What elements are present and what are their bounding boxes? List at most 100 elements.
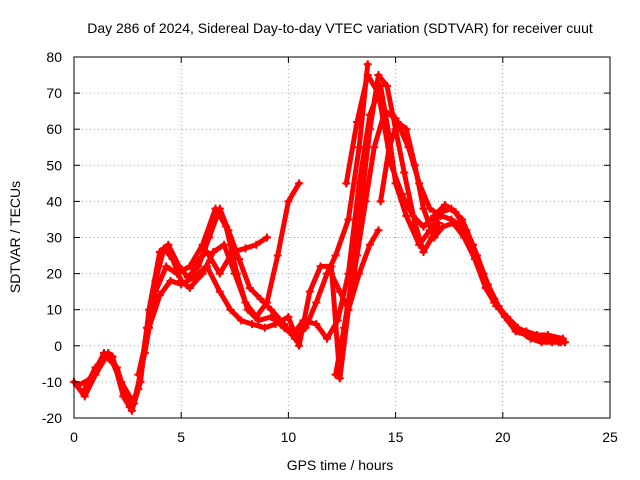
y-axis-label: SDTVAR / TECUs	[7, 181, 23, 293]
x-tick-label: 5	[177, 429, 185, 445]
data-point	[374, 226, 383, 235]
data-point	[237, 316, 246, 325]
x-tick-label: 20	[495, 429, 511, 445]
data-point	[145, 323, 154, 332]
series-group	[70, 60, 569, 415]
x-tick-label: 15	[388, 429, 404, 445]
data-point	[254, 316, 263, 325]
data-point	[451, 208, 460, 217]
data-point	[247, 320, 256, 329]
data-point	[91, 363, 100, 372]
data-point	[80, 385, 89, 394]
data-point	[363, 60, 372, 69]
data-point	[175, 262, 184, 271]
data-point	[331, 251, 340, 260]
data-point	[342, 179, 351, 188]
y-tick-label: 10	[46, 302, 62, 318]
chart-title: Day 286 of 2024, Sidereal Day-to-day VTE…	[87, 20, 593, 36]
data-point	[374, 71, 383, 80]
x-axis: 0 5 10 15 20 25	[70, 57, 618, 445]
data-point	[222, 222, 231, 231]
data-point	[117, 377, 126, 386]
data-point	[383, 81, 392, 90]
y-tick-label: 50	[46, 157, 62, 173]
data-point	[130, 399, 139, 408]
data-point	[273, 251, 282, 260]
data-point	[363, 71, 372, 80]
y-tick-label: -10	[42, 374, 62, 390]
data-point	[220, 240, 229, 249]
series-track-3	[82, 83, 564, 407]
data-point	[355, 143, 364, 152]
data-point	[357, 197, 366, 206]
data-point	[284, 312, 293, 321]
series-track-6	[328, 227, 381, 313]
data-point	[312, 320, 321, 329]
data-point	[202, 247, 211, 256]
y-tick-label: 0	[54, 338, 62, 354]
data-point	[190, 273, 199, 282]
data-point	[172, 269, 181, 278]
data-point	[462, 226, 471, 235]
data-point	[280, 323, 289, 332]
data-point	[74, 381, 83, 390]
data-point	[127, 406, 136, 415]
y-tick-label: -20	[42, 410, 62, 426]
data-point	[241, 244, 250, 253]
data-point	[524, 330, 533, 339]
y-tick-label: 80	[46, 49, 62, 65]
series-track-1	[71, 180, 302, 410]
data-point	[211, 204, 220, 213]
data-point	[353, 117, 362, 126]
data-point	[535, 334, 544, 343]
data-point	[198, 240, 207, 249]
data-point	[428, 233, 437, 242]
data-point	[316, 262, 325, 271]
data-point	[271, 320, 280, 329]
data-point	[391, 125, 400, 134]
data-point	[267, 305, 276, 314]
data-point	[365, 240, 374, 249]
data-point	[151, 287, 160, 296]
data-point	[164, 240, 173, 249]
data-point	[187, 262, 196, 271]
data-point	[365, 125, 374, 134]
data-point	[492, 302, 501, 311]
data-point	[119, 392, 128, 401]
data-point	[470, 255, 479, 264]
data-point	[348, 269, 357, 278]
data-point	[202, 262, 211, 271]
data-point	[402, 125, 411, 134]
data-point	[327, 269, 336, 278]
data-point	[256, 294, 265, 303]
data-point	[134, 370, 143, 379]
data-point	[335, 374, 344, 383]
data-point	[155, 247, 164, 256]
data-point	[177, 280, 186, 289]
data-point	[232, 269, 241, 278]
data-point	[267, 312, 276, 321]
data-point	[260, 323, 269, 332]
data-point	[385, 143, 394, 152]
x-axis-label: GPS time / hours	[287, 457, 394, 473]
x-tick-label: 25	[602, 429, 618, 445]
data-point	[228, 247, 237, 256]
data-point	[376, 197, 385, 206]
data-point	[243, 305, 252, 314]
y-tick-label: 30	[46, 230, 62, 246]
data-point	[215, 269, 224, 278]
data-point	[340, 323, 349, 332]
x-tick-label: 10	[281, 429, 297, 445]
data-point	[215, 287, 224, 296]
y-tick-label: 70	[46, 85, 62, 101]
data-point	[430, 211, 439, 220]
data-point	[370, 143, 379, 152]
y-tick-label: 60	[46, 121, 62, 137]
y-tick-label: 20	[46, 266, 62, 282]
data-point	[312, 298, 321, 307]
data-point	[419, 222, 428, 231]
data-point	[419, 247, 428, 256]
y-axis: -20 -10 0 10 20 30 40 50 60 70 80	[42, 49, 610, 426]
data-point	[262, 233, 271, 242]
data-point	[419, 204, 428, 213]
